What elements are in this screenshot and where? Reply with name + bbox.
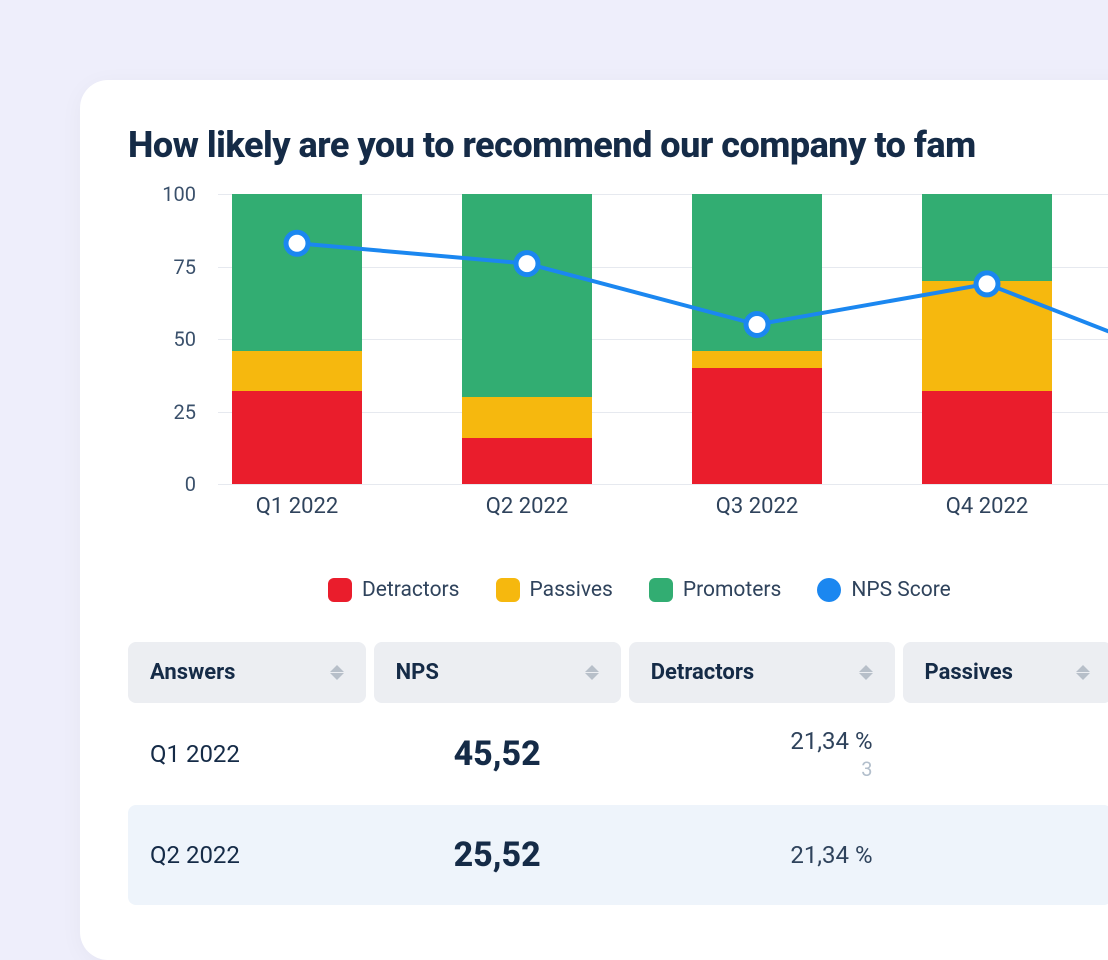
cell-passives [903,805,1108,905]
column-header-passives[interactable]: Passives [903,642,1108,703]
column-label: Detractors [651,660,755,685]
legend-item-passives: Passives [496,578,613,602]
cell-answers: Q1 2022 [128,703,366,805]
nps-line-marker [286,232,308,254]
nps-chart: 0255075100 Q1 2022Q2 2022Q3 2022Q4 2022 [128,194,1108,554]
y-tick-label: 100 [162,182,196,206]
cell-nps: 45,52 [374,703,621,805]
column-label: Answers [150,660,235,685]
dashboard-card: How likely are you to recommend our comp… [80,80,1108,960]
x-label: Q2 2022 [462,494,592,519]
nps-value: 25,52 [454,835,541,875]
nps-value: 45,52 [454,734,541,774]
sort-icon [1076,665,1090,680]
x-label: Q1 2022 [232,494,362,519]
column-header-detractors[interactable]: Detractors [629,642,895,703]
cell-nps: 25,52 [374,805,621,905]
sort-icon [859,665,873,680]
cell-passives [903,703,1108,805]
y-tick-label: 25 [174,400,196,424]
y-tick-label: 50 [174,327,196,351]
table-row: Q2 2022 25,52 21,34 % [128,805,1108,905]
legend-label: NPS Score [851,578,950,602]
gridline [218,484,1108,485]
square-icon [328,578,352,602]
square-icon [496,578,520,602]
legend-item-nps: NPS Score [817,578,950,602]
nps-line-marker [746,314,768,336]
nps-line-marker [976,273,998,295]
legend-item-detractors: Detractors [328,578,460,602]
sort-icon [330,665,344,680]
nps-table: Answers NPS Detractors Passives Q1 2022 45,5… [128,642,1108,905]
table-body: Q1 202245,5221,34 %3Q2 202225,5221,34 % [128,703,1108,905]
y-axis: 0255075100 [128,194,208,484]
detractors-percent: 21,34 % [790,841,872,869]
cell-detractors: 21,34 % [629,805,895,905]
nps-line-overlay [218,194,1108,484]
x-label: Q4 2022 [922,494,1052,519]
chart-plot-area [218,194,1108,484]
table-row: Q1 2022 45,52 21,34 %3 [128,703,1108,805]
square-icon [649,578,673,602]
table-header: Answers NPS Detractors Passives [128,642,1108,703]
cell-answers: Q2 2022 [128,805,366,905]
cell-detractors: 21,34 %3 [629,703,895,805]
legend-label: Detractors [362,578,460,602]
column-label: NPS [396,660,439,685]
nps-line [297,243,1108,373]
column-header-answers[interactable]: Answers [128,642,366,703]
circle-icon [817,578,841,602]
x-label: Q3 2022 [692,494,822,519]
y-tick-label: 75 [174,255,196,279]
column-header-nps[interactable]: NPS [374,642,621,703]
detractors-count: 3 [861,757,872,781]
legend-label: Passives [530,578,613,602]
legend-item-promoters: Promoters [649,578,782,602]
nps-line-marker [516,253,538,275]
legend-label: Promoters [683,578,782,602]
y-tick-label: 0 [185,472,196,496]
sort-icon [585,665,599,680]
x-axis-labels: Q1 2022 Q2 2022 Q3 2022 Q4 2022 [218,494,1108,519]
chart-legend: Detractors Passives Promoters NPS Score [328,578,1108,602]
page-title: How likely are you to recommend our comp… [128,124,1108,166]
column-label: Passives [925,660,1013,685]
detractors-percent: 21,34 % [790,727,872,755]
